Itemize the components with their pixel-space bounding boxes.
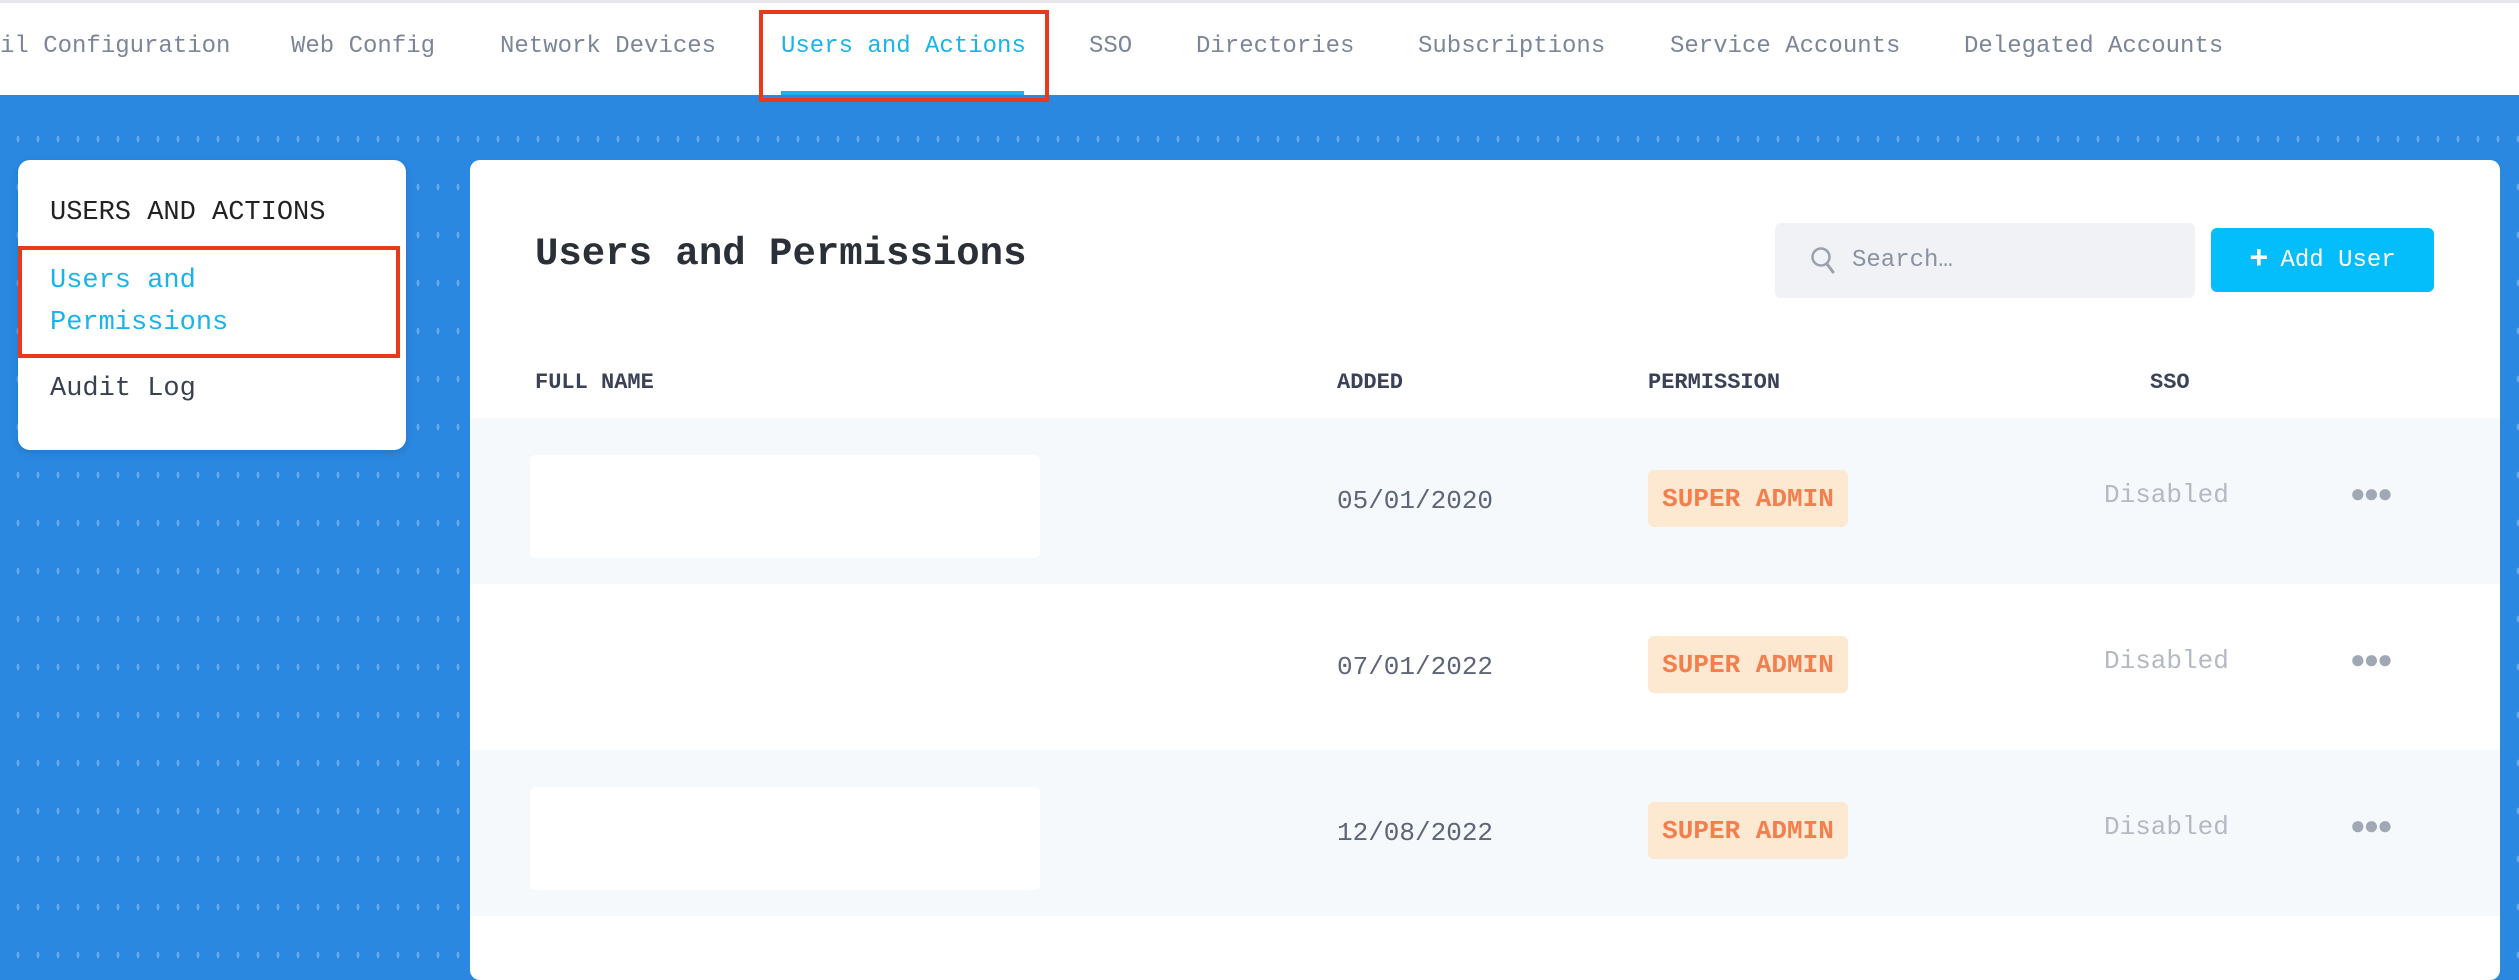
sidebar-item-label-line2: Permissions <box>50 308 229 338</box>
sso-status: Disabled <box>2104 812 2229 842</box>
add-user-label: Add User <box>2280 246 2396 274</box>
full-name-cell <box>530 621 1040 724</box>
top-navigation: il Configuration Web Config Network Devi… <box>0 0 2519 96</box>
plus-icon: + <box>2249 241 2269 278</box>
sidebar-item-users-and-permissions[interactable]: Users and Permissions <box>50 260 228 344</box>
tab-users-and-actions[interactable]: Users and Actions <box>781 33 1026 60</box>
page-title: Users and Permissions <box>535 232 1027 276</box>
search-field[interactable] <box>1775 223 2195 298</box>
permission-badge: SUPER ADMIN <box>1648 802 1848 859</box>
tab-sso[interactable]: SSO <box>1089 33 1133 60</box>
sso-status: Disabled <box>2104 646 2229 676</box>
column-header-sso: SSO <box>2150 370 2190 395</box>
sidebar-heading: USERS AND ACTIONS <box>50 198 326 228</box>
permission-badge: SUPER ADMIN <box>1648 470 1848 527</box>
more-options-icon[interactable]: ●●● <box>2350 480 2393 510</box>
tab-mail-configuration[interactable]: il Configuration <box>0 33 231 60</box>
sidebar-item-audit-log[interactable]: Audit Log <box>50 374 196 404</box>
tab-subscriptions[interactable]: Subscriptions <box>1418 33 1606 60</box>
permission-badge: SUPER ADMIN <box>1648 636 1848 693</box>
search-input[interactable] <box>1852 247 2172 274</box>
tab-network-devices[interactable]: Network Devices <box>500 33 717 60</box>
column-header-added: ADDED <box>1337 370 1404 395</box>
added-date: 12/08/2022 <box>1337 818 1494 848</box>
sidebar: USERS AND ACTIONS Users and Permissions … <box>18 160 406 450</box>
column-header-permission: PERMISSION <box>1648 370 1781 395</box>
tab-delegated-accounts[interactable]: Delegated Accounts <box>1964 33 2224 60</box>
tab-service-accounts[interactable]: Service Accounts <box>1670 33 1901 60</box>
more-options-icon[interactable]: ●●● <box>2350 812 2393 842</box>
full-name-cell <box>530 455 1040 558</box>
main-panel: Users and Permissions + Add User FULL NA… <box>470 160 2500 980</box>
search-icon <box>1811 246 1835 273</box>
add-user-button[interactable]: + Add User <box>2211 228 2434 292</box>
column-header-full-name: FULL NAME <box>535 370 654 395</box>
table-row[interactable]: 05/01/2020 SUPER ADMIN Disabled ●●● <box>470 418 2500 584</box>
active-tab-indicator <box>781 91 1024 96</box>
sidebar-item-label-line1: Users and <box>50 266 196 296</box>
added-date: 07/01/2022 <box>1337 652 1494 682</box>
sso-status: Disabled <box>2104 480 2229 510</box>
table-row[interactable]: 12/08/2022 SUPER ADMIN Disabled ●●● <box>470 750 2500 916</box>
added-date: 05/01/2020 <box>1337 486 1494 516</box>
full-name-cell <box>530 787 1040 890</box>
table-row[interactable]: 07/01/2022 SUPER ADMIN Disabled ●●● <box>470 584 2500 750</box>
tab-directories[interactable]: Directories <box>1196 33 1355 60</box>
tab-web-config[interactable]: Web Config <box>291 33 436 60</box>
more-options-icon[interactable]: ●●● <box>2350 646 2393 676</box>
